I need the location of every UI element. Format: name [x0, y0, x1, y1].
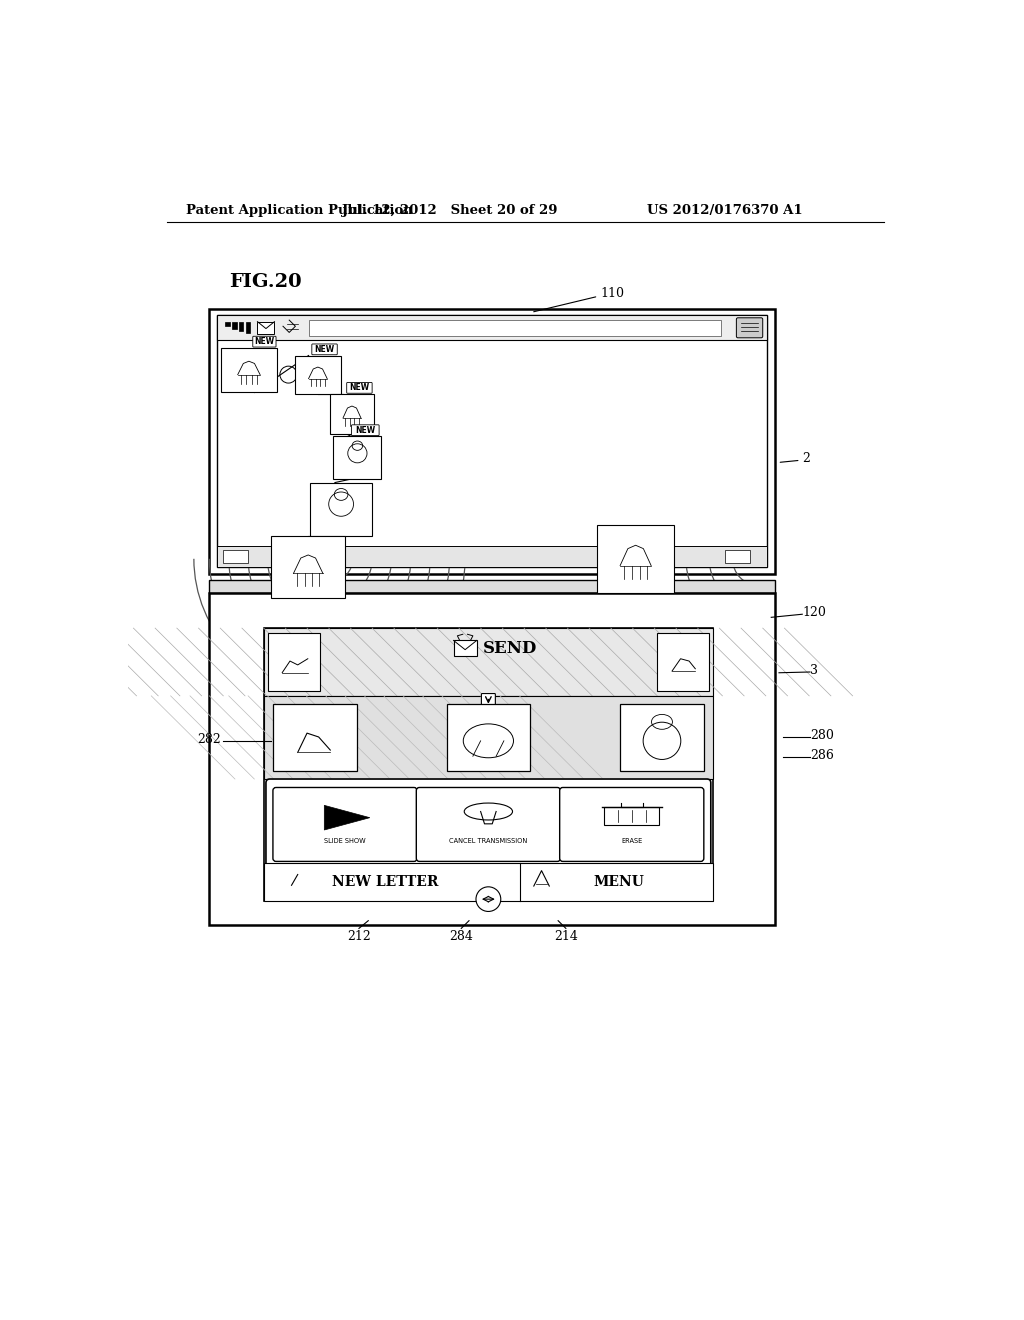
Bar — [263, 696, 713, 779]
Text: NEW LETTER: NEW LETTER — [332, 875, 438, 890]
Polygon shape — [474, 866, 503, 890]
Ellipse shape — [280, 366, 297, 383]
Bar — [217, 315, 767, 341]
Bar — [446, 704, 530, 771]
Text: 212: 212 — [347, 929, 371, 942]
Bar — [209, 309, 775, 574]
FancyBboxPatch shape — [351, 425, 379, 436]
Text: 2: 2 — [802, 453, 810, 465]
Text: ERASE: ERASE — [622, 838, 642, 845]
FancyBboxPatch shape — [560, 788, 703, 862]
Text: SLIDE SHOW: SLIDE SHOW — [325, 838, 366, 845]
Bar — [223, 549, 248, 564]
FancyBboxPatch shape — [312, 345, 337, 355]
Text: 3: 3 — [810, 664, 818, 677]
Bar — [310, 483, 372, 536]
Text: US 2012/0176370 A1: US 2012/0176370 A1 — [646, 205, 802, 218]
Bar — [257, 322, 274, 334]
Text: 214: 214 — [554, 929, 578, 942]
Bar — [334, 437, 381, 479]
Bar — [263, 628, 713, 696]
Bar — [621, 704, 703, 771]
Bar — [231, 322, 237, 329]
Bar — [267, 632, 321, 692]
Text: FIG.20: FIG.20 — [228, 273, 301, 290]
Ellipse shape — [752, 554, 767, 564]
Text: Jul. 12, 2012   Sheet 20 of 29: Jul. 12, 2012 Sheet 20 of 29 — [342, 205, 557, 218]
Bar — [263, 628, 713, 902]
Text: SEND: SEND — [483, 640, 538, 656]
Bar — [278, 874, 292, 886]
Text: NEW: NEW — [349, 383, 370, 392]
Ellipse shape — [322, 554, 337, 564]
Bar — [597, 525, 675, 593]
Bar — [271, 536, 345, 598]
FancyBboxPatch shape — [273, 788, 417, 862]
Bar — [725, 549, 750, 564]
Text: 110: 110 — [601, 288, 625, 301]
Text: 284: 284 — [450, 929, 473, 942]
Bar — [295, 355, 341, 395]
FancyBboxPatch shape — [481, 693, 496, 709]
FancyBboxPatch shape — [454, 640, 477, 656]
Text: NEW: NEW — [355, 426, 376, 434]
Bar — [273, 704, 356, 771]
Bar — [225, 322, 229, 326]
FancyBboxPatch shape — [347, 383, 372, 393]
FancyBboxPatch shape — [266, 779, 711, 870]
Bar — [263, 628, 713, 696]
Text: 286: 286 — [810, 748, 834, 762]
FancyBboxPatch shape — [736, 318, 763, 338]
Bar — [209, 594, 775, 924]
Circle shape — [476, 887, 501, 911]
Text: Patent Application Publication: Patent Application Publication — [186, 205, 413, 218]
Polygon shape — [325, 805, 370, 830]
Bar — [246, 322, 251, 333]
Text: MENU: MENU — [593, 875, 644, 890]
Bar — [263, 863, 713, 902]
Bar — [604, 807, 659, 825]
Text: CANCEL TRANSMISSION: CANCEL TRANSMISSION — [450, 838, 527, 845]
Text: 280: 280 — [810, 730, 834, 742]
Bar — [209, 581, 775, 593]
FancyBboxPatch shape — [253, 337, 276, 347]
Bar — [239, 322, 244, 331]
Bar — [308, 321, 721, 335]
Bar — [221, 348, 276, 392]
Bar — [217, 315, 767, 566]
Bar — [330, 395, 375, 434]
Text: 120: 120 — [802, 606, 826, 619]
Text: NEW: NEW — [254, 337, 274, 346]
Text: 282: 282 — [198, 733, 221, 746]
Bar — [217, 546, 767, 566]
FancyBboxPatch shape — [417, 788, 560, 862]
Bar — [656, 632, 710, 692]
Text: NEW: NEW — [314, 345, 335, 354]
